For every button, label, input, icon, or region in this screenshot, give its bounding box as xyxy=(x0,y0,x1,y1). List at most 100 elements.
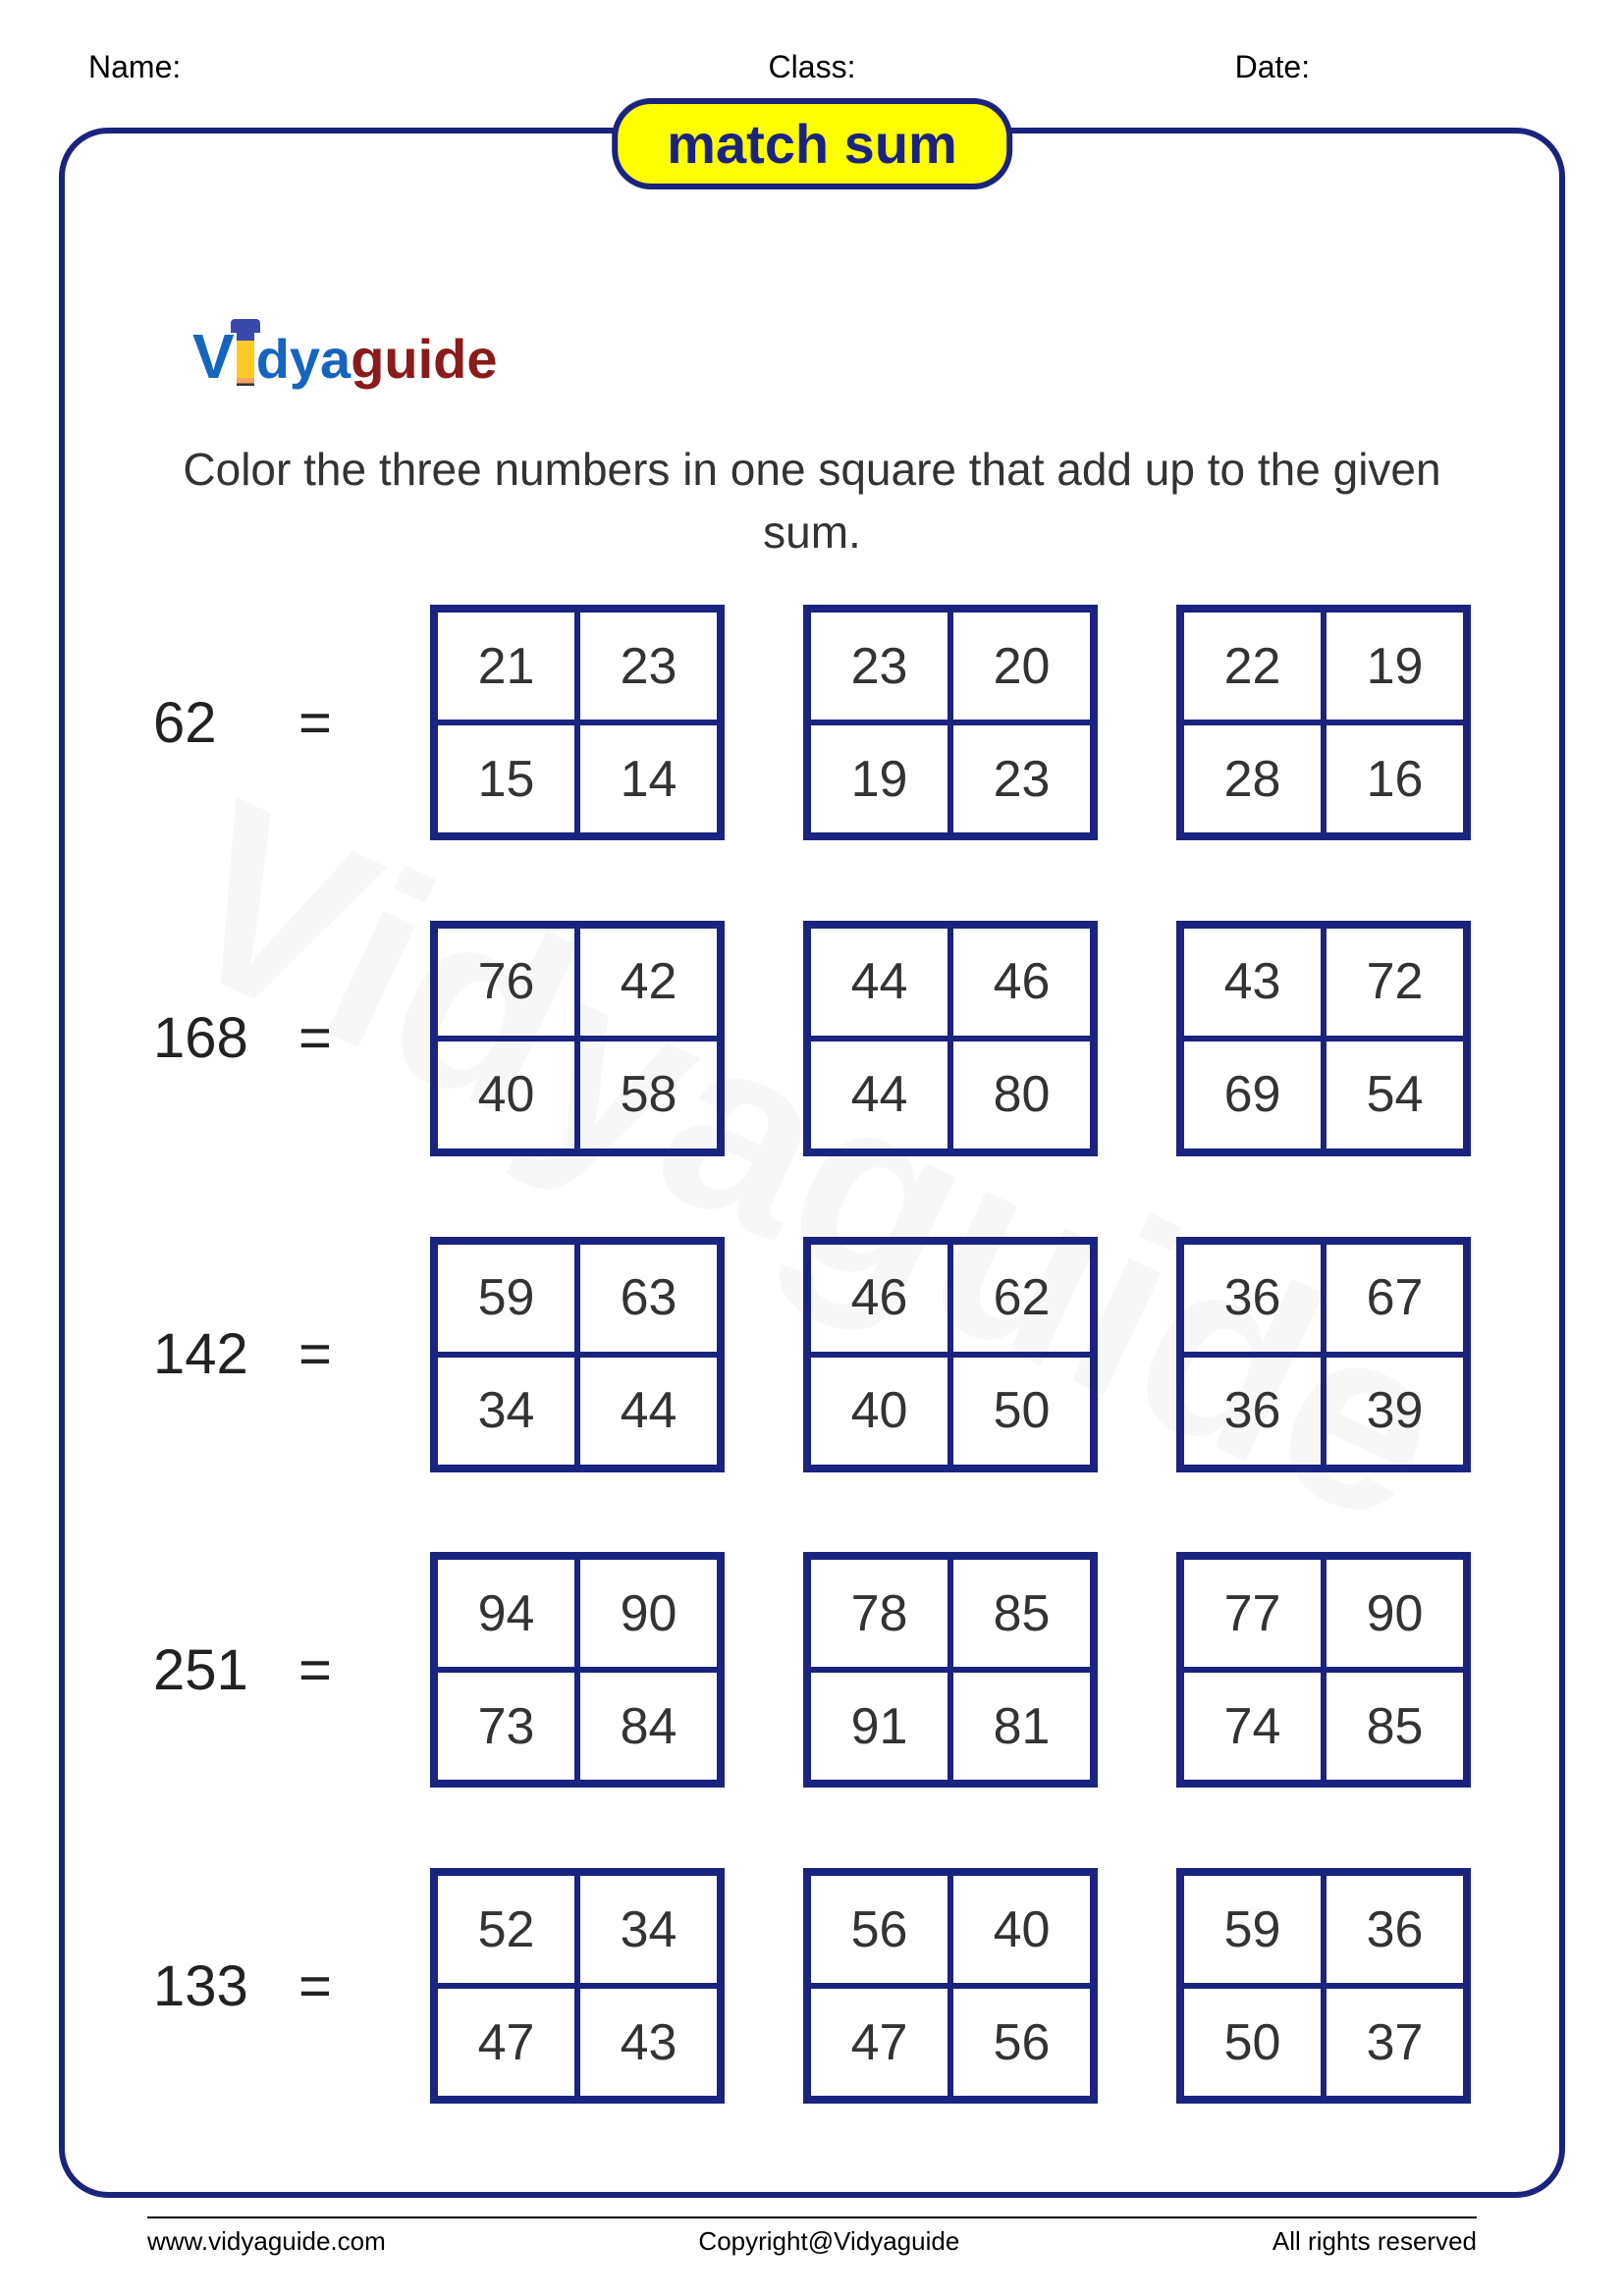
date-label: Date: xyxy=(1058,49,1536,85)
number-square: 52344743 xyxy=(430,1868,725,2104)
number-cell[interactable]: 69 xyxy=(1181,1039,1324,1151)
number-cell[interactable]: 76 xyxy=(435,926,577,1039)
target-sum: 251 = xyxy=(153,1637,371,1703)
number-cell[interactable]: 23 xyxy=(808,610,950,722)
problem-row: 168 = 76424058 44464480 43726954 xyxy=(153,921,1471,1156)
problem-row: 62=212315142320192322192816 xyxy=(153,605,1471,840)
number-cell[interactable]: 59 xyxy=(1181,1873,1324,1986)
number-square: 44464480 xyxy=(803,921,1098,1156)
equals-sign: = xyxy=(298,1005,332,1071)
number-cell[interactable]: 34 xyxy=(435,1355,577,1468)
logo-guide: guide xyxy=(351,328,497,390)
main-frame: Vidyaguide Vdyaguide Color the three num… xyxy=(59,128,1565,2198)
number-cell[interactable]: 36 xyxy=(1181,1355,1324,1468)
equals-sign: = xyxy=(298,1321,332,1387)
number-cell[interactable]: 74 xyxy=(1181,1670,1324,1783)
number-square: 77907485 xyxy=(1176,1552,1471,1788)
number-cell[interactable]: 42 xyxy=(577,926,720,1039)
squares-group: 59633444 46624050 36673639 xyxy=(430,1237,1471,1472)
number-cell[interactable]: 22 xyxy=(1181,610,1324,722)
number-cell[interactable]: 19 xyxy=(1324,610,1466,722)
number-cell[interactable]: 43 xyxy=(1181,926,1324,1039)
number-cell[interactable]: 44 xyxy=(577,1355,720,1468)
equals-sign: = xyxy=(298,690,332,756)
number-cell[interactable]: 85 xyxy=(1324,1670,1466,1783)
number-cell[interactable]: 36 xyxy=(1181,1242,1324,1355)
problem-row: 251=949073847885918177907485 xyxy=(153,1552,1471,1788)
target-number: 62 xyxy=(153,690,281,756)
number-cell[interactable]: 47 xyxy=(435,1986,577,2099)
number-cell[interactable]: 56 xyxy=(808,1873,950,1986)
target-sum: 62 = xyxy=(153,690,371,756)
squares-group: 523447435640475659365037 xyxy=(430,1868,1471,2104)
number-cell[interactable]: 44 xyxy=(808,926,950,1039)
number-cell[interactable]: 50 xyxy=(1181,1986,1324,2099)
number-cell[interactable]: 58 xyxy=(577,1039,720,1151)
squares-group: 949073847885918177907485 xyxy=(430,1552,1471,1788)
equals-sign: = xyxy=(298,1637,332,1703)
footer-rights: All rights reserved xyxy=(1272,2226,1477,2257)
number-cell[interactable]: 67 xyxy=(1324,1242,1466,1355)
problem-row: 142 = 59633444 46624050 36673639 xyxy=(153,1237,1471,1472)
number-cell[interactable]: 40 xyxy=(808,1355,950,1468)
number-cell[interactable]: 40 xyxy=(950,1873,1093,1986)
number-cell[interactable]: 14 xyxy=(577,722,720,835)
logo-v: V xyxy=(192,321,235,392)
logo-dya: dya xyxy=(256,328,352,390)
number-cell[interactable]: 91 xyxy=(808,1670,950,1783)
number-cell[interactable]: 23 xyxy=(950,722,1093,835)
instruction-text: Color the three numbers in one square th… xyxy=(163,438,1461,564)
number-cell[interactable]: 34 xyxy=(577,1873,720,1986)
target-number: 142 xyxy=(153,1321,281,1387)
number-cell[interactable]: 77 xyxy=(1181,1557,1324,1670)
number-cell[interactable]: 43 xyxy=(577,1986,720,2099)
number-square: 46624050 xyxy=(803,1237,1098,1472)
number-cell[interactable]: 15 xyxy=(435,722,577,835)
number-cell[interactable]: 84 xyxy=(577,1670,720,1783)
number-cell[interactable]: 56 xyxy=(950,1986,1093,2099)
number-cell[interactable]: 62 xyxy=(950,1242,1093,1355)
number-cell[interactable]: 47 xyxy=(808,1986,950,2099)
name-label: Name: xyxy=(88,49,566,85)
target-sum: 168 = xyxy=(153,1005,371,1071)
number-cell[interactable]: 21 xyxy=(435,610,577,722)
number-cell[interactable]: 40 xyxy=(435,1039,577,1151)
target-number: 251 xyxy=(153,1637,281,1703)
number-cell[interactable]: 85 xyxy=(950,1557,1093,1670)
class-label: Class: xyxy=(573,49,1051,85)
number-cell[interactable]: 52 xyxy=(435,1873,577,1986)
number-cell[interactable]: 80 xyxy=(950,1039,1093,1151)
number-cell[interactable]: 37 xyxy=(1324,1986,1466,2099)
number-cell[interactable]: 63 xyxy=(577,1242,720,1355)
number-cell[interactable]: 59 xyxy=(435,1242,577,1355)
number-cell[interactable]: 16 xyxy=(1324,722,1466,835)
number-cell[interactable]: 39 xyxy=(1324,1355,1466,1468)
target-sum: 133= xyxy=(153,1953,371,2019)
squares-group: 212315142320192322192816 xyxy=(430,605,1471,840)
number-cell[interactable]: 46 xyxy=(950,926,1093,1039)
number-cell[interactable]: 73 xyxy=(435,1670,577,1783)
number-cell[interactable]: 54 xyxy=(1324,1039,1466,1151)
number-cell[interactable]: 50 xyxy=(950,1355,1093,1468)
target-sum: 142 = xyxy=(153,1321,371,1387)
number-cell[interactable]: 46 xyxy=(808,1242,950,1355)
number-cell[interactable]: 90 xyxy=(577,1557,720,1670)
number-cell[interactable]: 44 xyxy=(808,1039,950,1151)
squares-group: 76424058 44464480 43726954 xyxy=(430,921,1471,1156)
number-cell[interactable]: 23 xyxy=(577,610,720,722)
number-square: 36673639 xyxy=(1176,1237,1471,1472)
number-cell[interactable]: 72 xyxy=(1324,926,1466,1039)
number-cell[interactable]: 28 xyxy=(1181,722,1324,835)
target-number: 168 xyxy=(153,1005,281,1071)
number-cell[interactable]: 20 xyxy=(950,610,1093,722)
number-square: 43726954 xyxy=(1176,921,1471,1156)
number-cell[interactable]: 90 xyxy=(1324,1557,1466,1670)
footer-url: www.vidyaguide.com xyxy=(147,2226,386,2257)
number-square: 59365037 xyxy=(1176,1868,1471,2104)
number-cell[interactable]: 78 xyxy=(808,1557,950,1670)
number-square: 22192816 xyxy=(1176,605,1471,840)
number-cell[interactable]: 81 xyxy=(950,1670,1093,1783)
number-cell[interactable]: 19 xyxy=(808,722,950,835)
number-cell[interactable]: 94 xyxy=(435,1557,577,1670)
number-cell[interactable]: 36 xyxy=(1324,1873,1466,1986)
